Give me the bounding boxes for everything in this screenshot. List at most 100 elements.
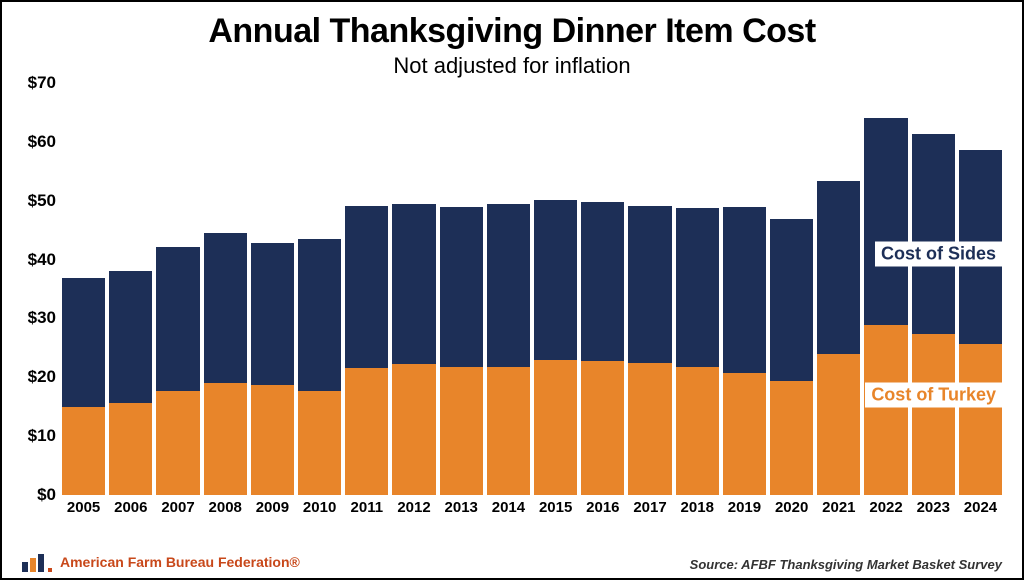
bar-2014 [487, 83, 530, 495]
logo-bar [30, 558, 36, 572]
segment-turkey [392, 364, 435, 495]
x-label: 2014 [487, 495, 530, 523]
bar-2018 [676, 83, 719, 495]
segment-sides [487, 204, 530, 368]
bar-2012 [392, 83, 435, 495]
x-label: 2009 [251, 495, 294, 523]
y-tick: $50 [28, 191, 56, 211]
segment-sides [581, 202, 624, 361]
segment-sides [770, 219, 813, 381]
logo-bar [38, 554, 44, 572]
bar-2019 [723, 83, 766, 495]
brand-text: American Farm Bureau Federation® [60, 554, 300, 572]
bar-2006 [109, 83, 152, 495]
segment-turkey [959, 344, 1002, 495]
segment-sides [723, 207, 766, 372]
brand-logo-icon [22, 554, 52, 572]
segment-turkey [628, 363, 671, 495]
segment-turkey [345, 368, 388, 495]
bar-2023 [912, 83, 955, 495]
segment-sides [345, 206, 388, 368]
footer: American Farm Bureau Federation® Source:… [22, 554, 1002, 572]
x-label: 2011 [345, 495, 388, 523]
segment-sides [62, 278, 105, 406]
x-label: 2021 [817, 495, 860, 523]
y-tick: $70 [28, 73, 56, 93]
bar-2011 [345, 83, 388, 495]
logo-bar [22, 562, 28, 572]
bar-2021 [817, 83, 860, 495]
x-label: 2005 [62, 495, 105, 523]
bar-2022 [864, 83, 907, 495]
segment-sides [204, 233, 247, 384]
annotation-sides: Cost of Sides [875, 241, 1002, 266]
segment-turkey [864, 325, 907, 495]
x-label: 2015 [534, 495, 577, 523]
segment-sides [912, 134, 955, 334]
bar-2013 [440, 83, 483, 495]
annotation-turkey: Cost of Turkey [865, 382, 1002, 407]
logo-dot [48, 568, 52, 572]
segment-sides [864, 118, 907, 325]
x-label: 2010 [298, 495, 341, 523]
bar-2015 [534, 83, 577, 495]
segment-turkey [912, 334, 955, 495]
segment-turkey [676, 367, 719, 495]
segment-sides [440, 207, 483, 367]
chart-area: $0$10$20$30$40$50$60$70 Cost of Sides Co… [62, 83, 1002, 523]
y-tick: $40 [28, 250, 56, 270]
y-axis: $0$10$20$30$40$50$60$70 [22, 83, 62, 495]
brand: American Farm Bureau Federation® [22, 554, 300, 572]
x-label: 2016 [581, 495, 624, 523]
y-tick: $60 [28, 132, 56, 152]
segment-sides [628, 206, 671, 363]
segment-sides [298, 239, 341, 391]
bar-2010 [298, 83, 341, 495]
segment-sides [392, 204, 435, 365]
x-label: 2020 [770, 495, 813, 523]
x-label: 2018 [676, 495, 719, 523]
title-area: Annual Thanksgiving Dinner Item Cost Not… [22, 12, 1002, 79]
bars-container [62, 83, 1002, 495]
segment-turkey [581, 361, 624, 495]
x-label: 2008 [204, 495, 247, 523]
bar-2008 [204, 83, 247, 495]
chart-subtitle: Not adjusted for inflation [22, 53, 1002, 79]
x-label: 2013 [440, 495, 483, 523]
bar-2024 [959, 83, 1002, 495]
x-label: 2012 [392, 495, 435, 523]
bar-2005 [62, 83, 105, 495]
segment-turkey [817, 354, 860, 495]
x-label: 2006 [109, 495, 152, 523]
segment-turkey [440, 367, 483, 495]
segment-turkey [770, 381, 813, 495]
segment-turkey [62, 407, 105, 495]
segment-turkey [723, 373, 766, 495]
bar-2007 [156, 83, 199, 495]
bar-2017 [628, 83, 671, 495]
x-label: 2024 [959, 495, 1002, 523]
segment-sides [817, 181, 860, 355]
x-label: 2007 [156, 495, 199, 523]
bar-2020 [770, 83, 813, 495]
segment-sides [676, 208, 719, 368]
chart-title: Annual Thanksgiving Dinner Item Cost [22, 12, 1002, 51]
segment-turkey [156, 391, 199, 495]
segment-sides [534, 200, 577, 359]
segment-turkey [204, 383, 247, 495]
segment-turkey [251, 385, 294, 495]
bar-2016 [581, 83, 624, 495]
y-tick: $30 [28, 308, 56, 328]
y-tick: $10 [28, 426, 56, 446]
segment-sides [156, 247, 199, 392]
source-text: Source: AFBF Thanksgiving Market Basket … [690, 557, 1002, 572]
x-label: 2019 [723, 495, 766, 523]
x-label: 2017 [628, 495, 671, 523]
segment-sides [109, 271, 152, 403]
segment-turkey [109, 403, 152, 495]
plot-region: $0$10$20$30$40$50$60$70 Cost of Sides Co… [62, 83, 1002, 495]
segment-turkey [487, 367, 530, 495]
x-axis: 2005200620072008200920102011201220132014… [62, 495, 1002, 523]
x-label: 2023 [912, 495, 955, 523]
bar-2009 [251, 83, 294, 495]
